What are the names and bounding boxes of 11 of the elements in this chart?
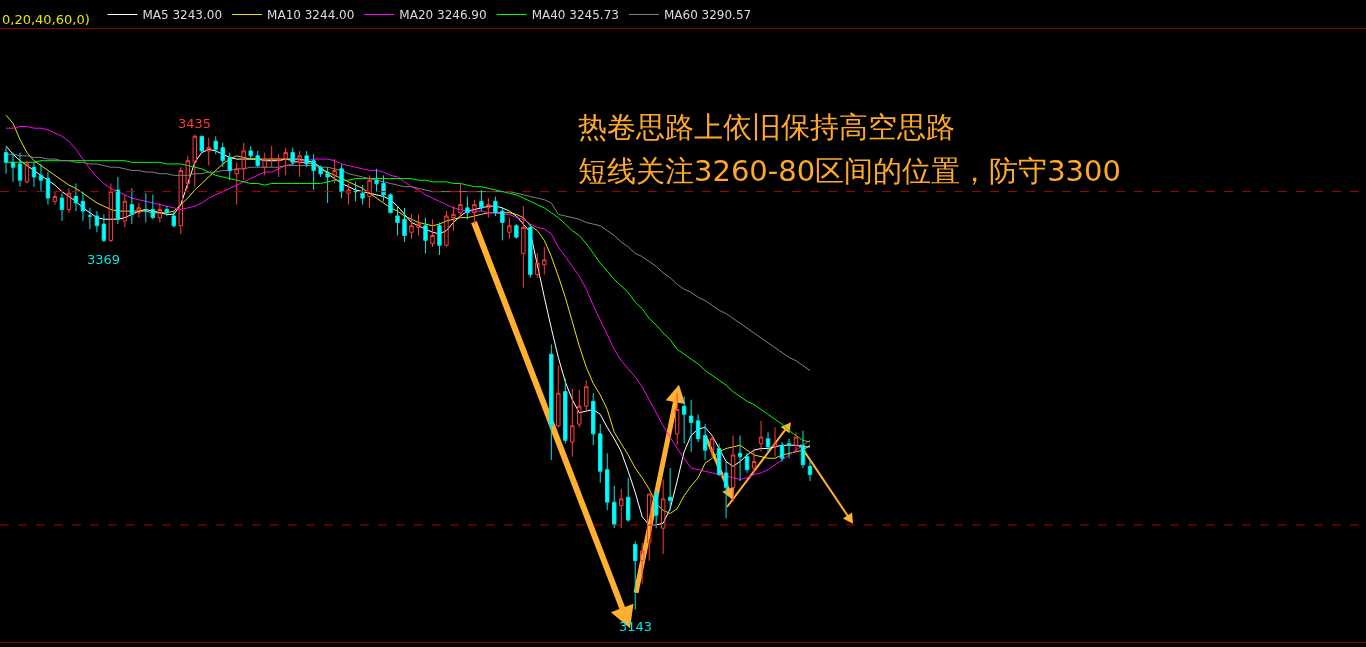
annotation: 3435 [178,116,212,131]
annotation: 热卷思路上依旧保持高空思路 [578,110,955,144]
legend-label: MA60 3290.57 [663,8,752,23]
annotation: 3369 [87,252,121,267]
legend-label: MA5 3243.00 [142,8,223,23]
text: 0,20,40,60,0) [2,12,90,27]
legend-label: MA40 3245.73 [531,8,619,23]
legend-label: MA10 3244.00 [267,8,355,23]
legend-label: MA20 3246.90 [399,8,487,23]
annotation: 短线关注3260-80区间的位置，防守3300 [578,154,1121,188]
annotation: 3143 [619,619,653,634]
